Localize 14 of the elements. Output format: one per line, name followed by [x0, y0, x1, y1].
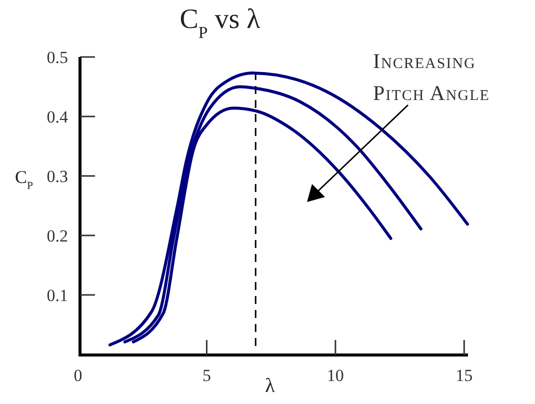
- y-tick-label: 0.5: [46, 48, 68, 67]
- y-tick-label: 0.2: [46, 226, 68, 246]
- x-axis-title: λ: [265, 375, 276, 397]
- annotation: Increasing Pitch Angle: [373, 49, 490, 105]
- y-axis-title: C$_{P}$: [14, 167, 34, 192]
- x-tick-label: 15: [456, 366, 473, 385]
- line-series: [123, 85, 422, 344]
- y-tick-label: 0.1: [46, 286, 68, 305]
- y-tick-label: 0.4: [46, 107, 68, 126]
- chart-title: C$_{P}$ vs λ: [180, 4, 261, 42]
- y-tick-label: 0.3: [46, 166, 68, 186]
- x-tick-label: 5: [202, 366, 211, 385]
- x-tick-label: 0: [74, 366, 82, 385]
- x-tick-label: 10: [326, 366, 344, 385]
